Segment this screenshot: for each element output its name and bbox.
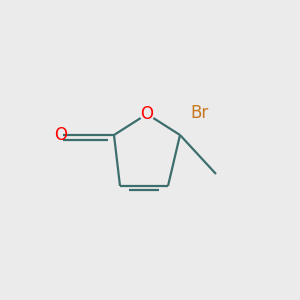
Text: O: O <box>55 126 68 144</box>
Text: Br: Br <box>190 103 209 122</box>
Text: O: O <box>140 105 154 123</box>
